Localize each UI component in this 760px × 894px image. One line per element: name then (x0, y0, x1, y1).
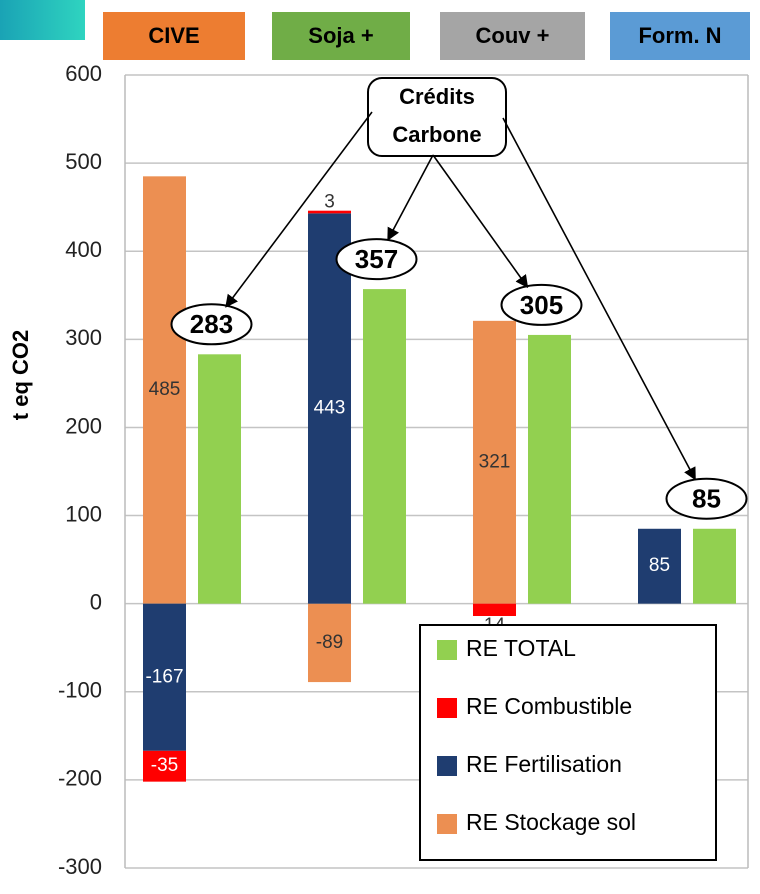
data-label: 305 (520, 290, 563, 320)
legend: RE TOTAL RE Combustible RE Fertilisation RE… (419, 624, 717, 861)
bar (198, 354, 241, 604)
y-tick-label: -300 (58, 854, 102, 879)
bar (473, 603, 516, 617)
bar (473, 320, 516, 604)
legend-label: RE Combustible (466, 693, 632, 719)
bar (308, 210, 351, 214)
y-tick-label: 300 (65, 325, 102, 350)
y-tick-label: 500 (65, 149, 102, 174)
legend-swatch (437, 814, 457, 834)
total-oval (665, 477, 748, 520)
bar (143, 750, 186, 782)
decoration (0, 0, 85, 40)
category-box (272, 12, 410, 60)
category-box (440, 12, 585, 60)
data-label: 357 (355, 244, 398, 274)
data-label: 485 (149, 379, 181, 400)
bar (143, 603, 186, 751)
bar (693, 528, 736, 604)
data-label: 3 (324, 192, 335, 213)
total-oval (170, 303, 253, 346)
data-label: -167 (145, 666, 183, 687)
data-label: 321 (479, 451, 511, 472)
legend-label: RE Stockage sol (466, 809, 636, 835)
y-tick-label: -100 (58, 678, 102, 703)
arrow (225, 111, 373, 308)
data-label: 85 (649, 555, 670, 576)
total-oval (500, 283, 583, 326)
bar (143, 176, 186, 604)
category-label: Couv + (476, 23, 550, 48)
y-tick-label: 400 (65, 237, 102, 262)
category-box (610, 12, 750, 60)
annotation-text: Carbone (392, 122, 481, 147)
legend-swatch (437, 640, 457, 660)
category-label: CIVE (148, 23, 199, 48)
total-oval (335, 238, 418, 281)
y-tick-label: 0 (90, 589, 102, 614)
legend-swatch (437, 698, 457, 718)
legend-label: RE TOTAL (466, 635, 576, 661)
arrow (502, 117, 696, 481)
annotation-text: Crédits (399, 84, 475, 109)
bar (308, 603, 351, 683)
category-label: Soja + (308, 23, 373, 48)
data-label: -35 (151, 755, 178, 776)
annotation: Crédits Carbone 283 357 305 85 (170, 77, 748, 520)
y-axis-label: t eq CO2 (8, 330, 33, 420)
y-tick-label: -200 (58, 766, 102, 791)
category-label: Form. N (638, 23, 721, 48)
y-tick-label: 100 (65, 501, 102, 526)
data-label: 283 (190, 309, 233, 339)
legend-swatch (437, 756, 457, 776)
category-box (103, 12, 245, 60)
y-tick-label: 600 (65, 61, 102, 86)
data-label: -89 (316, 632, 343, 653)
arrow (432, 154, 529, 289)
y-tick-label: 200 (65, 413, 102, 438)
legend-label: RE Fertilisation (466, 751, 622, 777)
bar (638, 528, 681, 604)
arrow (387, 154, 434, 241)
data-label: 443 (314, 398, 346, 419)
bar (528, 334, 571, 604)
legend-box (419, 624, 717, 861)
bar (363, 289, 406, 604)
data-label: 85 (692, 484, 721, 514)
bar (308, 213, 351, 604)
